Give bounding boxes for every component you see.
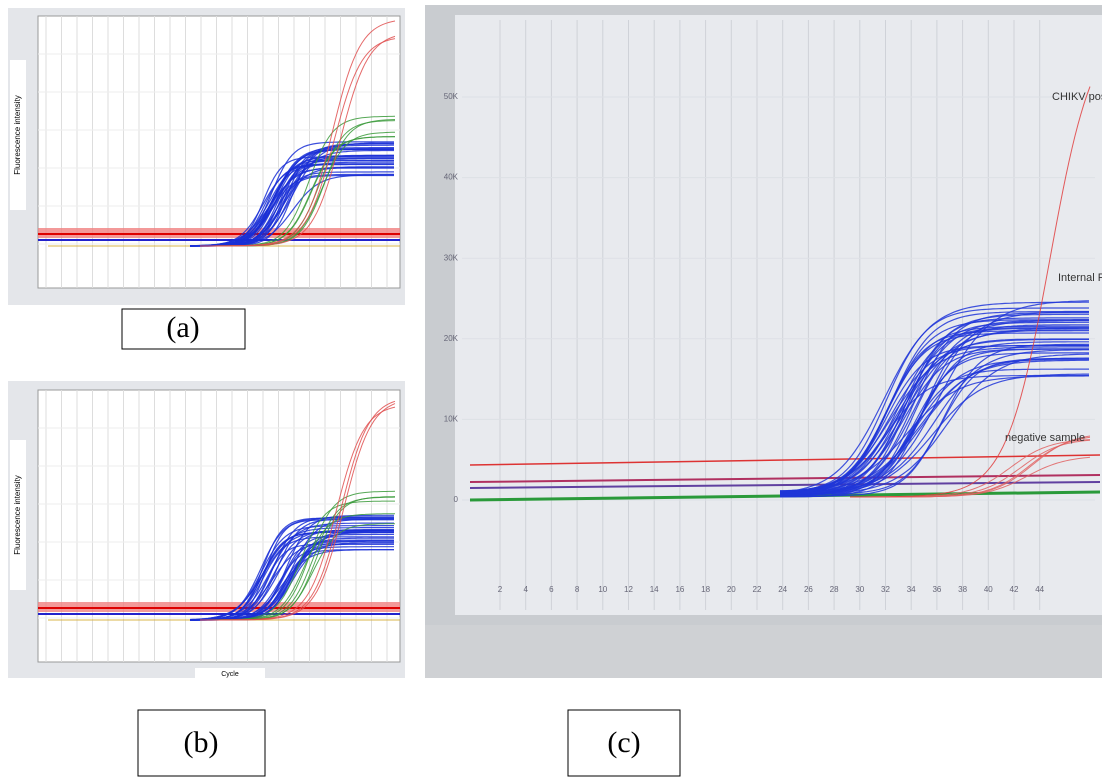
x-tick-label: 4 bbox=[523, 585, 528, 594]
y-tick-label: 20K bbox=[444, 334, 459, 343]
amplification-curve bbox=[190, 147, 394, 247]
amplification-curve bbox=[200, 35, 396, 247]
annotation: negative sample bbox=[1005, 432, 1085, 444]
y-tick-label: 10K bbox=[444, 415, 459, 424]
amplification-curve bbox=[779, 329, 1089, 493]
amplification-curve bbox=[189, 166, 394, 247]
x-tick-label: 20 bbox=[727, 585, 736, 594]
y-tick-label: 0 bbox=[454, 495, 459, 504]
annotation: Internal PC bbox=[1058, 272, 1102, 284]
x-tick-label: 10 bbox=[598, 585, 607, 594]
x-tick-label: 32 bbox=[881, 585, 890, 594]
amplification-curve bbox=[779, 359, 1090, 492]
amplification-curve bbox=[779, 310, 1089, 497]
x-tick-label: 24 bbox=[778, 585, 787, 594]
x-tick-label: 8 bbox=[575, 585, 580, 594]
amplification-curve bbox=[780, 341, 1089, 496]
x-tick-label: 22 bbox=[753, 585, 762, 594]
x-tick-label: 26 bbox=[804, 585, 813, 594]
x-tick-label: 44 bbox=[1035, 585, 1044, 594]
amplification-curve bbox=[779, 327, 1089, 496]
y-axis-label: Fluorescence intensity bbox=[13, 95, 22, 175]
x-axis-label: Cycle bbox=[221, 671, 239, 678]
panel-b-ylabel-box bbox=[10, 440, 26, 590]
y-tick-label: 30K bbox=[444, 253, 459, 262]
panel-label: (c) bbox=[607, 726, 640, 759]
amplification-curve bbox=[779, 307, 1089, 493]
threshold-line bbox=[469, 454, 1101, 466]
label-box bbox=[567, 709, 681, 777]
x-tick-label: 34 bbox=[907, 585, 916, 594]
label-box bbox=[121, 308, 246, 350]
amplification-curve bbox=[190, 516, 394, 621]
x-tick-label: 2 bbox=[498, 585, 503, 594]
amplification-curve bbox=[190, 517, 394, 621]
x-tick-label: 12 bbox=[624, 585, 633, 594]
x-tick-label: 36 bbox=[932, 585, 941, 594]
x-tick-label: 14 bbox=[650, 585, 659, 594]
x-tick-label: 30 bbox=[855, 585, 864, 594]
x-tick-label: 6 bbox=[549, 585, 554, 594]
amplification-curve bbox=[850, 86, 1091, 498]
x-tick-label: 28 bbox=[830, 585, 839, 594]
panel-c-bottom bbox=[425, 625, 1102, 678]
panel-c-plot bbox=[455, 15, 1102, 615]
amplification-curve bbox=[780, 320, 1089, 497]
x-tick-label: 42 bbox=[1010, 585, 1019, 594]
x-label-box bbox=[195, 668, 265, 680]
panel-label: (a) bbox=[166, 311, 199, 344]
annotation: CHIKV positive bbox=[1052, 91, 1102, 103]
y-tick-label: 50K bbox=[444, 92, 459, 101]
threshold-line bbox=[469, 474, 1101, 483]
x-tick-label: 40 bbox=[984, 585, 993, 594]
y-tick-label: 40K bbox=[444, 173, 459, 182]
panel-a-ylabel-box bbox=[10, 60, 26, 210]
amplification-curve bbox=[200, 406, 396, 621]
amplification-curve bbox=[779, 358, 1089, 493]
panel-label: (b) bbox=[184, 726, 219, 759]
threshold-line bbox=[469, 481, 1101, 489]
y-axis-label: Fluorescence intensity bbox=[13, 475, 22, 555]
x-tick-label: 18 bbox=[701, 585, 710, 594]
label-box bbox=[137, 709, 266, 777]
x-tick-label: 38 bbox=[958, 585, 967, 594]
x-tick-label: 16 bbox=[675, 585, 684, 594]
amplification-curve bbox=[779, 311, 1089, 494]
